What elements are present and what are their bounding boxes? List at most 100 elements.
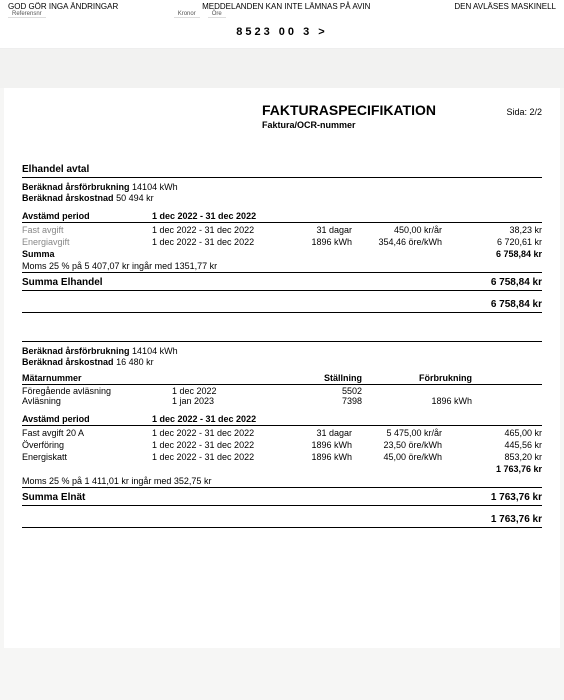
cell: 23,50 öre/kWh <box>352 439 442 451</box>
val: 14104 kWh <box>132 346 178 356</box>
cell: Energiskatt <box>22 451 152 463</box>
divider <box>22 487 542 488</box>
cell: Fast avgift 20 A <box>22 427 152 439</box>
total-label: Summa Elnät <box>22 492 85 503</box>
meter-row-read: Avläsning 1 jan 2023 7398 1896 kWh <box>22 396 542 406</box>
cell: 445,56 kr <box>442 439 542 451</box>
table-row: Energiskatt 1 dec 2022 - 31 dec 2022 189… <box>22 451 542 463</box>
page-title: FAKTURASPECIFIKATION <box>262 102 436 118</box>
prev-val: 5502 <box>272 386 362 396</box>
divider <box>22 527 542 528</box>
elnat-forbrukning: Beräknad årsförbrukning 14104 kWh <box>22 346 542 356</box>
table-row: Fast avgift 1 dec 2022 - 31 dec 2022 31 … <box>22 224 542 236</box>
divider <box>22 312 542 313</box>
tiny-ref: Referensnr <box>8 11 46 18</box>
cell: 354,46 öre/kWh <box>352 236 442 248</box>
meter-header: Mätarnummer Ställning Förbrukning <box>22 373 542 383</box>
page-number: Sida: 2/2 <box>506 107 542 117</box>
table-row-summa: Summa 6 758,84 kr <box>22 248 542 260</box>
header-strip: GOD GÖR INGA ÄNDRINGAR MEDDELANDEN KAN I… <box>0 0 564 11</box>
val: 50 494 kr <box>116 193 154 203</box>
tiny-ore: Öre <box>208 11 226 18</box>
elnat-grand: 1 763,76 kr <box>22 514 542 525</box>
divider <box>22 177 542 178</box>
meter-row-prev: Föregående avläsning 1 dec 2022 5502 <box>22 386 542 396</box>
elnat-moms: Moms 25 % på 1 411,01 kr ingår med 352,7… <box>22 476 542 486</box>
elhandel-forbrukning: Beräknad årsförbrukning 14104 kWh <box>22 182 542 192</box>
elnat-total: Summa Elnät 1 763,76 kr <box>22 492 542 503</box>
cell: Överföring <box>22 439 152 451</box>
divider <box>22 505 542 506</box>
prev-label: Föregående avläsning <box>22 386 172 396</box>
elhandel-grand: 6 758,84 kr <box>22 299 542 310</box>
tiny-field-labels: Referensnr Kronor Öre <box>0 11 564 20</box>
val: 16 480 kr <box>116 357 154 367</box>
grand-value: 1 763,76 kr <box>491 514 542 525</box>
period-label: Avstämd period <box>22 211 152 221</box>
meter-label: Mätarnummer <box>22 373 172 383</box>
read-val: 7398 <box>272 396 362 406</box>
cell: 1896 kWh <box>282 451 352 463</box>
read-label: Avläsning <box>22 396 172 406</box>
table-row-subsum: 1 763,76 kr <box>22 463 542 475</box>
total-value: 6 758,84 kr <box>491 277 542 288</box>
divider <box>22 425 542 426</box>
top-left-text: GOD GÖR INGA ÄNDRINGAR <box>8 2 118 11</box>
summa-label: Summa <box>22 248 152 260</box>
cell: 31 dagar <box>282 224 352 236</box>
summa-value: 6 758,84 kr <box>442 248 542 260</box>
divider <box>22 272 542 273</box>
lbl: Beräknad årsförbrukning <box>22 346 130 356</box>
table-row: Fast avgift 20 A 1 dec 2022 - 31 dec 202… <box>22 427 542 439</box>
read-date: 1 jan 2023 <box>172 396 272 406</box>
lbl: Beräknad årskostnad <box>22 357 114 367</box>
elnat-lines: Fast avgift 20 A 1 dec 2022 - 31 dec 202… <box>22 427 542 475</box>
cell: 31 dagar <box>282 427 352 439</box>
cell: 465,00 kr <box>442 427 542 439</box>
elhandel-period: Avstämd period 1 dec 2022 - 31 dec 2022 <box>22 211 542 221</box>
prev-date: 1 dec 2022 <box>172 386 272 396</box>
cell: 1 dec 2022 - 31 dec 2022 <box>152 224 282 236</box>
elhandel-lines: Fast avgift 1 dec 2022 - 31 dec 2022 31 … <box>22 224 542 260</box>
period-value: 1 dec 2022 - 31 dec 2022 <box>152 414 256 424</box>
top-right-text: DEN AVLÄSES MASKINELL <box>454 2 556 11</box>
cell: 450,00 kr/år <box>352 224 442 236</box>
elhandel-moms: Moms 25 % på 5 407,07 kr ingår med 1351,… <box>22 261 542 271</box>
invoice-page: FAKTURASPECIFIKATION Sida: 2/2 Faktura/O… <box>4 88 560 648</box>
lbl: Beräknad årsförbrukning <box>22 182 130 192</box>
elhandel-total: Summa Elhandel 6 758,84 kr <box>22 277 542 288</box>
table-row: Energiavgift 1 dec 2022 - 31 dec 2022 18… <box>22 236 542 248</box>
cell: Energiavgift <box>22 236 152 248</box>
forbrukning-label: Förbrukning <box>362 373 472 383</box>
cell: 1 dec 2022 - 31 dec 2022 <box>152 427 282 439</box>
lbl: Beräknad årskostnad <box>22 193 114 203</box>
ocr-code-row: 8523 00 3 > <box>0 20 564 48</box>
elhandel-title: Elhandel avtal <box>22 164 542 175</box>
cell: 6 720,61 kr <box>442 236 542 248</box>
total-label: Summa Elhandel <box>22 277 103 288</box>
period-value: 1 dec 2022 - 31 dec 2022 <box>152 211 256 221</box>
cell: 38,23 kr <box>442 224 542 236</box>
ocr-code: 8523 00 3 > <box>236 26 327 38</box>
period-label: Avstämd period <box>22 414 152 424</box>
cell: 853,20 kr <box>442 451 542 463</box>
divider <box>22 222 542 223</box>
cell: 5 475,00 kr/år <box>352 427 442 439</box>
cell: 1 dec 2022 - 31 dec 2022 <box>152 439 282 451</box>
ocr-label: Faktura/OCR-nummer <box>262 120 542 130</box>
divider <box>22 290 542 291</box>
cell: 1 dec 2022 - 31 dec 2022 <box>152 236 282 248</box>
cell: 1896 kWh <box>282 236 352 248</box>
tiny-kronor: Kronor <box>174 11 200 18</box>
top-mid-text: MEDDELANDEN KAN INTE LÄMNAS PÅ AVIN <box>202 2 370 11</box>
cell: 1 dec 2022 - 31 dec 2022 <box>152 451 282 463</box>
divider <box>22 384 542 385</box>
elnat-kostnad: Beräknad årskostnad 16 480 kr <box>22 357 542 367</box>
total-value: 1 763,76 kr <box>491 492 542 503</box>
table-row: Överföring 1 dec 2022 - 31 dec 2022 1896… <box>22 439 542 451</box>
subsum-value: 1 763,76 kr <box>442 463 542 475</box>
val: 14104 kWh <box>132 182 178 192</box>
page-heading-row: FAKTURASPECIFIKATION Sida: 2/2 <box>262 102 542 118</box>
read-usage: 1896 kWh <box>362 396 472 406</box>
stallning-label: Ställning <box>272 373 362 383</box>
